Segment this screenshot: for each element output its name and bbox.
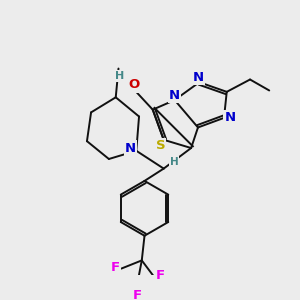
Text: F: F <box>133 289 142 300</box>
Text: H: H <box>115 71 124 81</box>
Text: O: O <box>128 79 139 92</box>
Text: N: N <box>125 142 136 154</box>
Text: H: H <box>170 157 178 167</box>
Text: N: N <box>169 88 180 102</box>
Text: N: N <box>192 71 203 84</box>
Text: F: F <box>111 261 120 274</box>
Text: S: S <box>156 139 165 152</box>
Text: F: F <box>156 269 165 282</box>
Text: N: N <box>224 111 236 124</box>
